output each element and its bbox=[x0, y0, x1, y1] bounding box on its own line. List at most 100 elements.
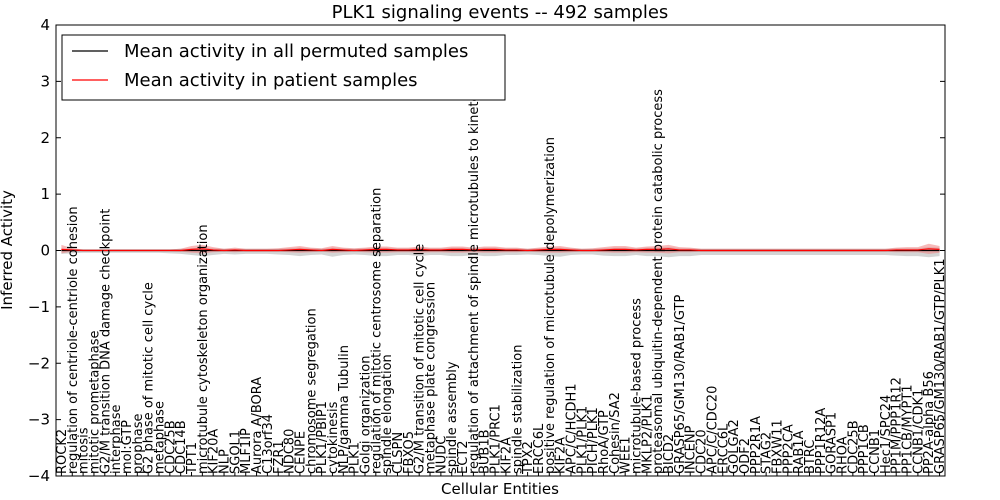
entity-label: MKLP2/PLK1 bbox=[640, 395, 655, 474]
entity-label: PICH/PLK1 bbox=[586, 407, 601, 474]
entity-label: PLK1/PRC1 bbox=[489, 404, 504, 474]
entity-label: KIF20A bbox=[207, 429, 222, 474]
y-axis-label: Inferred Activity bbox=[0, 190, 16, 310]
legend-box bbox=[61, 34, 506, 101]
entity-label: ERCC6L bbox=[532, 423, 547, 474]
entity-label: C13orf34 bbox=[261, 414, 276, 474]
entity-label: microtubule cytoskeleton organization bbox=[196, 224, 211, 474]
entity-label: spindle assembly bbox=[445, 361, 460, 474]
entity-label: BUB1B bbox=[478, 429, 493, 474]
y-tick-label: 0 bbox=[40, 242, 50, 260]
entity-label: CENPE bbox=[293, 431, 308, 474]
entity-label: BICD2 bbox=[662, 434, 677, 474]
entity-label: Hec1/SPC24 bbox=[879, 395, 894, 474]
y-tick-label: 3 bbox=[40, 72, 50, 90]
entity-label: Cohesin/SA2 bbox=[608, 392, 623, 474]
band-patient bbox=[61, 243, 940, 254]
entity-label: INCENP bbox=[684, 425, 699, 474]
entity-label: RhoA/GTP bbox=[597, 410, 612, 474]
entity-label: spindle elongation bbox=[380, 354, 395, 474]
entity-label: PLK1/PBIP1 bbox=[315, 401, 330, 474]
entity-label: G2/M transition DNA damage checkpoint bbox=[98, 209, 113, 474]
entity-label: PP1M/PPP1R12 bbox=[890, 377, 905, 474]
entity-label: GOLGA2 bbox=[727, 419, 742, 474]
entity-label: regulation of mitotic centrosome separat… bbox=[369, 188, 384, 474]
entity-label: SGOL1 bbox=[228, 430, 243, 474]
entity-label: Golgi organization bbox=[358, 356, 373, 474]
entity-label: metaphase plate congression bbox=[424, 282, 439, 474]
entity-label: Aurora A/BORA bbox=[250, 377, 265, 474]
entity-label: mol:GTP bbox=[120, 420, 135, 474]
entity-label: regulation of centriole-centriole cohesi… bbox=[66, 206, 81, 474]
y-tick-label: −3 bbox=[28, 411, 50, 429]
entity-label: CDC14B bbox=[174, 420, 189, 474]
entity-label: FZR1 bbox=[272, 440, 287, 474]
entity-label: G2/M transition of mitotic cell cycle bbox=[413, 244, 428, 474]
x-axis-label: Cellular Entities bbox=[441, 480, 559, 498]
entity-label: CDC20 bbox=[695, 429, 710, 474]
entity-label: CCNB1/CDK1 bbox=[911, 389, 926, 474]
y-tick-label: −2 bbox=[28, 354, 50, 372]
entity-label: RAB1A bbox=[792, 430, 807, 474]
entity-label: PLK1/PLK1 bbox=[575, 406, 590, 474]
legend-label-patient: Mean activity in patient samples bbox=[124, 70, 418, 91]
entity-label: CDC25B bbox=[163, 420, 178, 474]
entity-label: FBXO5 bbox=[402, 431, 417, 474]
entity-label: FBXW11 bbox=[770, 419, 785, 474]
entity-label: APC/C/CDC20 bbox=[705, 386, 720, 474]
entity-label: NUDC bbox=[434, 436, 449, 474]
entity-label: metaphase bbox=[152, 401, 167, 474]
entity-label: GORASP1 bbox=[825, 412, 840, 474]
chart-title: PLK1 signaling events -- 492 samples bbox=[332, 2, 669, 23]
entity-label: chromosome segregation bbox=[304, 308, 319, 474]
entity-label: positive regulation of microtubule depol… bbox=[543, 137, 558, 474]
entity-label: interphase bbox=[109, 404, 124, 474]
entity-label: APC/C/HCDH1 bbox=[564, 383, 579, 474]
entity-label: ERCC6L bbox=[716, 423, 731, 474]
y-tick-label: 4 bbox=[40, 16, 50, 34]
entity-label: microtubule-based process bbox=[630, 298, 645, 474]
entity-label: NLP/gamma Tubulin bbox=[337, 345, 352, 474]
series-line-patient bbox=[61, 248, 940, 252]
entity-label: KIF2A bbox=[499, 437, 514, 474]
entity-label: CCNB1 bbox=[868, 429, 883, 474]
entity-label: ECT2 bbox=[456, 440, 471, 474]
entity-label: PP1CB/MYPT1 bbox=[901, 384, 916, 474]
entity-label: TPX2 bbox=[521, 441, 536, 475]
y-tick-label: −1 bbox=[28, 298, 50, 316]
entity-label: RHOA bbox=[836, 436, 851, 474]
entity-label: PP2A-alpha B56 bbox=[922, 371, 937, 474]
entity-label: G2 phase of mitotic cell cycle bbox=[142, 282, 157, 474]
bands-layer bbox=[61, 243, 940, 258]
legend: Mean activity in all permuted samples Me… bbox=[61, 34, 506, 101]
entity-label: ODF2 bbox=[738, 438, 753, 474]
entity-label: PPP2CA bbox=[781, 424, 796, 474]
entity-label: regulation of attachment of spindle micr… bbox=[467, 57, 482, 474]
entity-label: PPP1R12A bbox=[814, 408, 829, 474]
entity-label: STAG2 bbox=[760, 432, 775, 474]
entity-label: mitotic prometaphase bbox=[87, 330, 102, 474]
entity-label: GRASP65/GM130/RAB1/GTP bbox=[673, 295, 688, 474]
entity-label: PPP1CB bbox=[857, 424, 872, 474]
entity-label: proteasomal ubiquitin-dependent protein … bbox=[651, 89, 666, 474]
entity-label: MLF1IP bbox=[239, 428, 254, 474]
entity-label: NLP bbox=[218, 449, 233, 474]
entity-label: TPT1 bbox=[185, 442, 200, 475]
entity-label: ROCK2 bbox=[55, 429, 70, 474]
entity-label: PLK1 bbox=[348, 442, 363, 474]
y-axis-ticks: −4 −3 −2 −1 0 1 2 3 4 bbox=[28, 16, 945, 485]
entity-label: cytokinesis bbox=[326, 401, 341, 474]
entity-label: spindle stabilization bbox=[510, 344, 525, 474]
entity-label: CDC25B bbox=[846, 420, 861, 474]
y-tick-label: 1 bbox=[40, 185, 50, 203]
y-tick-label: 2 bbox=[40, 129, 50, 147]
entity-label: GRASP65/GM130/RAB1/GTP/PLK1 bbox=[933, 258, 948, 474]
y-tick-label: −4 bbox=[28, 467, 50, 485]
entity-label: WEE1 bbox=[619, 436, 634, 474]
entity-label: NDC80 bbox=[283, 429, 298, 474]
legend-label-permuted: Mean activity in all permuted samples bbox=[124, 41, 468, 62]
lines-layer bbox=[61, 248, 940, 252]
entity-label: mitosis bbox=[77, 427, 92, 474]
entity-label: BTRC bbox=[803, 440, 818, 474]
